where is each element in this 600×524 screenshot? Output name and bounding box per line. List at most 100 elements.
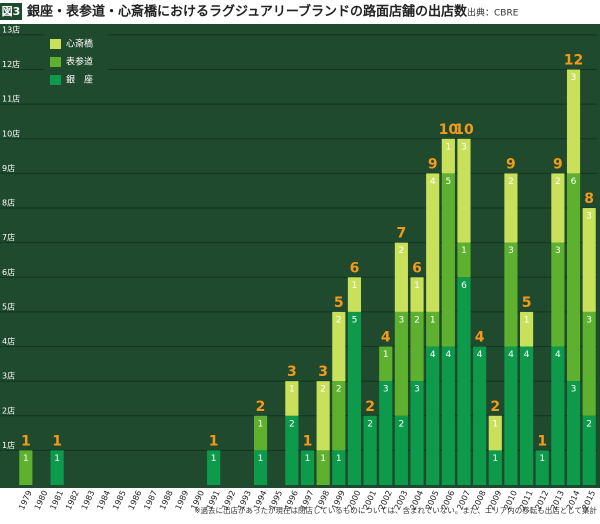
bar-segment (582, 311, 596, 416)
segment-label: 1 (430, 315, 436, 325)
bar-segment (347, 311, 362, 485)
total-label: 1 (21, 433, 31, 449)
segment-label: 3 (586, 315, 592, 325)
segment-label: 1 (289, 385, 295, 395)
bar-segment (504, 173, 518, 243)
chart-title: 銀座・表参道・心斎橋におけるラグジュアリーブランドの路面店舗の出店数 (27, 4, 468, 20)
plot-background (0, 24, 600, 488)
bar-segment (347, 277, 362, 312)
bar-segment (426, 311, 440, 347)
x-tick-label: 1985 (111, 489, 128, 511)
bar-segment (253, 450, 268, 485)
segment-label: 4 (430, 177, 436, 187)
bar-segment (488, 450, 502, 485)
bar-segment (285, 415, 299, 485)
bar-segment (50, 450, 64, 485)
x-tick-label: 1983 (80, 489, 97, 511)
segment-label: 5 (445, 177, 451, 187)
total-label: 10 (439, 122, 459, 138)
bar-segment (19, 450, 33, 485)
bar-segment (379, 346, 393, 382)
segment-label: 4 (555, 350, 561, 360)
segment-label: 1 (539, 454, 545, 464)
segment-label: 3 (508, 246, 514, 256)
segment-label: 4 (508, 350, 514, 360)
bar-segment (285, 381, 299, 416)
bar-segment (332, 381, 346, 451)
x-tick-label: 1982 (64, 489, 81, 511)
bar-segment (379, 381, 393, 485)
total-label: 1 (52, 433, 62, 449)
total-label: 5 (334, 295, 344, 311)
y-tick-label: 1店 (2, 440, 15, 450)
segment-label: 1 (258, 419, 264, 429)
bar-segment (457, 138, 471, 243)
total-label: 2 (365, 399, 375, 415)
bar-segment (207, 450, 221, 485)
y-tick-label: 11店 (2, 94, 20, 104)
segment-label: 4 (445, 350, 451, 360)
segment-label: 3 (586, 212, 592, 222)
segment-label: 1 (305, 454, 311, 464)
total-label: 4 (381, 330, 391, 346)
segment-label: 4 (477, 350, 483, 360)
total-label: 10 (454, 122, 474, 138)
total-label: 6 (412, 260, 422, 276)
total-label: 5 (522, 295, 532, 311)
segment-label: 3 (461, 142, 467, 152)
segment-label: 2 (586, 419, 592, 429)
segment-label: 1 (414, 281, 420, 291)
x-tick-label: 1984 (95, 489, 112, 511)
total-label: 2 (256, 399, 266, 415)
segment-label: 2 (336, 315, 342, 325)
bar-segment (551, 346, 565, 485)
legend-label: 心斎橋 (66, 38, 93, 50)
total-label: 1 (303, 433, 313, 449)
badge: 図3 (2, 4, 21, 18)
bar-segment (535, 450, 549, 485)
total-label: 3 (287, 364, 297, 380)
bar-segment (520, 311, 534, 347)
x-tick-label: 1981 (48, 489, 65, 511)
segment-label: 1 (445, 142, 451, 152)
bar-segment (410, 277, 424, 312)
segment-label: 4 (524, 350, 530, 360)
x-tick-label: 1980 (33, 489, 50, 511)
segment-label: 3 (571, 73, 577, 83)
segment-label: 1 (320, 454, 326, 464)
legend-label: 表参道 (66, 56, 93, 68)
bar-segment (566, 69, 581, 174)
total-label: 9 (506, 156, 516, 172)
segment-label: 4 (430, 350, 436, 360)
total-label: 8 (584, 191, 594, 207)
segment-label: 1 (211, 454, 217, 464)
legend-swatch (50, 57, 61, 67)
legend-swatch (50, 39, 61, 49)
bar-segment (488, 415, 502, 451)
x-tick-label: 1988 (158, 489, 175, 511)
segment-label: 2 (289, 419, 295, 429)
bar-segment (566, 173, 581, 382)
y-tick-label: 10店 (2, 128, 20, 138)
segment-label: 3 (414, 385, 420, 395)
total-label: 1 (537, 433, 547, 449)
segment-label: 2 (320, 385, 326, 395)
bar-segment (332, 311, 346, 382)
segment-label: 1 (352, 281, 358, 291)
segment-label: 2 (336, 385, 342, 395)
bar-segment (582, 415, 596, 485)
y-tick-label: 2店 (2, 405, 15, 415)
bar-segment (520, 346, 534, 485)
bar-segment (441, 138, 455, 174)
segment-label: 3 (399, 315, 405, 325)
bar-segment (441, 173, 455, 347)
segment-label: 3 (571, 385, 577, 395)
total-label: 7 (397, 226, 407, 242)
segment-label: 2 (367, 419, 373, 429)
bar-segment (316, 381, 330, 451)
bar-segment (566, 381, 581, 485)
segment-label: 1 (23, 454, 29, 464)
y-tick-label: 6店 (2, 267, 15, 277)
bar-segment (551, 242, 565, 347)
